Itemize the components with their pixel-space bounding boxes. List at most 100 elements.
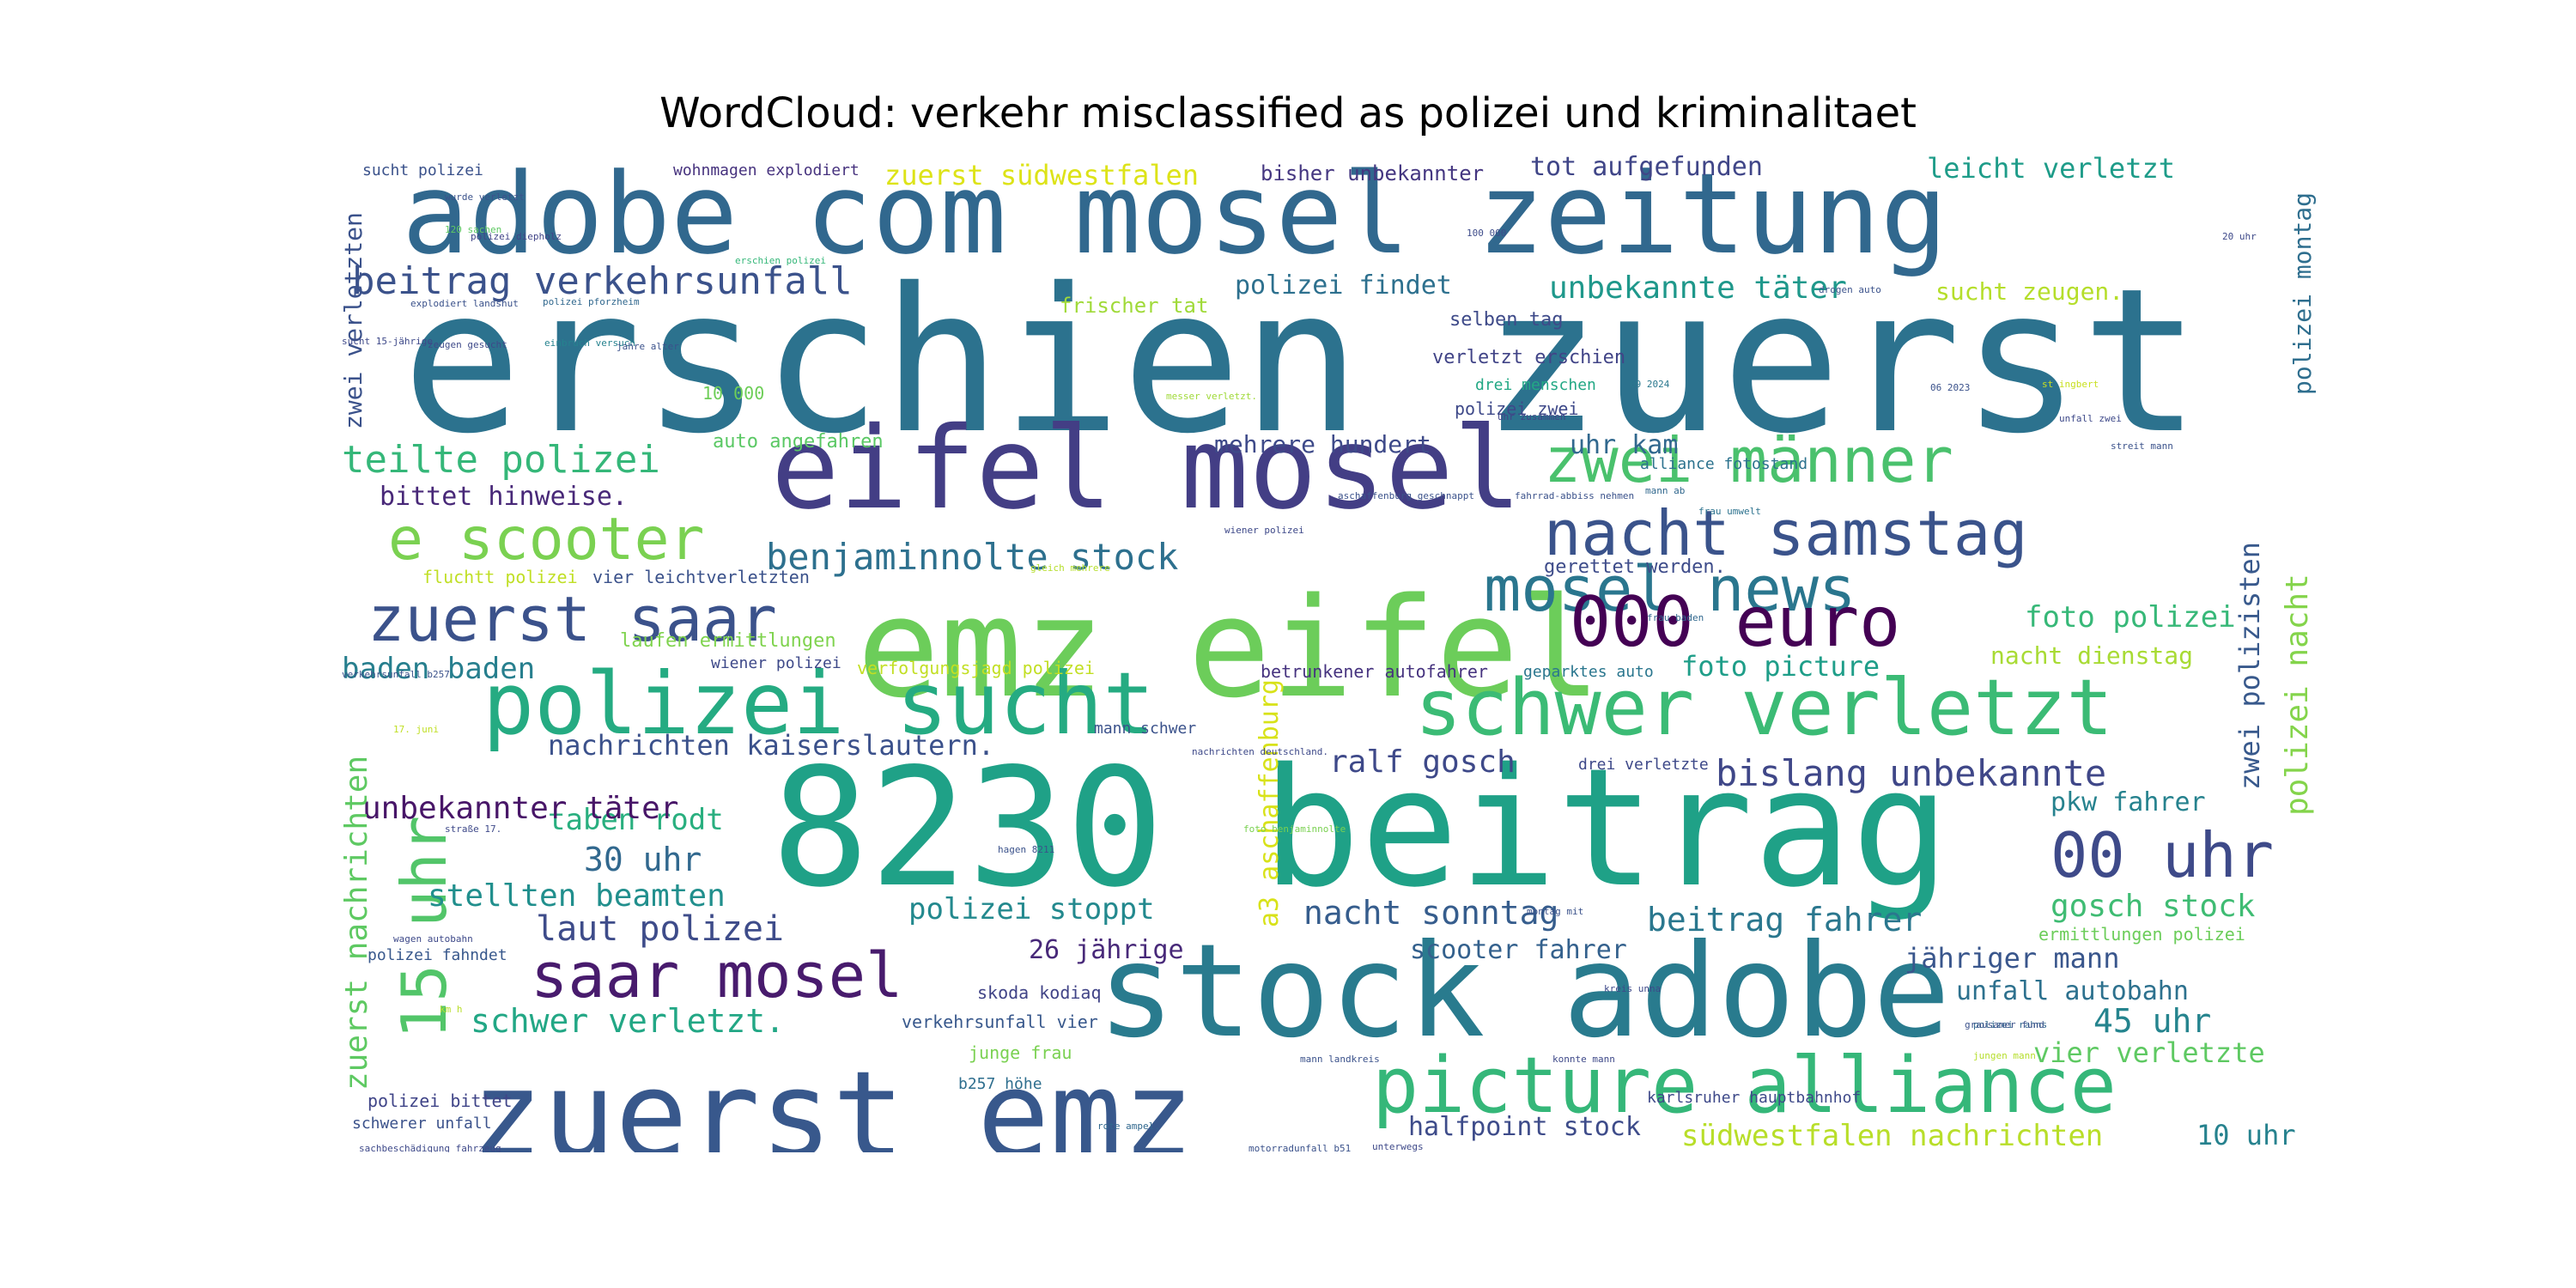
word-gerettet-werden: gerettet werden. xyxy=(1544,556,1726,578)
word-junge-frau: junge frau xyxy=(969,1042,1072,1063)
word-halfpoint-stock: halfpoint stock xyxy=(1408,1112,1641,1142)
word-schwer-verletzt: schwer verletzt. xyxy=(471,1002,786,1040)
word-17-juni: 17. juni xyxy=(393,724,439,735)
word-foto-picture: foto picture xyxy=(1681,650,1880,683)
word-polizei-fahndet: polizei fahndet xyxy=(368,946,507,964)
word-saar-mosel: saar mosel xyxy=(531,939,903,1012)
word-rote-ampel: rote ampel. xyxy=(1097,1121,1160,1132)
word-jungen-mann: jungen mann xyxy=(1973,1050,2036,1061)
word-45-uhr: 45 uhr xyxy=(2093,1002,2212,1040)
word-ermittlungen-polizei: ermittlungen polizei xyxy=(2038,924,2245,945)
word-beitrag-fahrer: beitrag fahrer xyxy=(1647,901,1923,939)
word-geparktes-auto: geparktes auto xyxy=(1523,663,1654,681)
word-uhr-zusammen: uhr zusammen xyxy=(1498,411,1566,422)
word-sucht-15-jährige: sucht 15-jährige xyxy=(342,336,433,347)
word-26-jährige: 26 jährige xyxy=(1029,935,1184,965)
word-polizei-rahns: polizei rahns xyxy=(1973,1019,2048,1030)
word-nachrichten-deutschland: nachrichten deutschland. xyxy=(1192,746,1328,757)
word-verkehrsunfall-b257: verkehrsunfall b257 xyxy=(342,669,450,680)
word-b257-höhe: b257 höhe xyxy=(958,1075,1042,1093)
word-8230-beitrag: 8230 beitrag xyxy=(771,733,1950,923)
word-vier-leichtverletzten: vier leichtverletzten xyxy=(592,567,810,587)
word-zwei-polizisten: zwei polizisten xyxy=(2233,542,2266,790)
word-frau-baden: frau baden xyxy=(1647,612,1704,623)
word-unfall-zwei: unfall zwei xyxy=(2059,413,2122,424)
word-gosch-stock: gosch stock xyxy=(2050,889,2256,924)
word-polizei-montag: polizei montag xyxy=(2288,191,2317,395)
word-foto-benjaminnolte: foto benjaminnolte xyxy=(1243,823,1346,835)
word-polizei-findet: polizei findet xyxy=(1235,270,1452,301)
word-wurde-verletzt: wurde verletzt xyxy=(445,191,525,203)
word-taben-rodt: taben rodt xyxy=(548,803,724,837)
word-polizei-pforzheim: polizei pforzheim xyxy=(543,296,640,307)
word-jahre-alter: jahre alter xyxy=(617,341,679,352)
word-ralf-gosch: ralf gosch xyxy=(1329,744,1516,780)
word-fahrrad-abbiss-nehmen: fahrrad-abbiss nehmen xyxy=(1515,490,1635,501)
word-wiener-polizei: wiener polizei xyxy=(711,654,841,672)
word-polizei-diepholz: polizei diepholz xyxy=(471,231,562,242)
word-zwei-männer: zwei männer xyxy=(1544,424,1953,496)
word-vier-verletzte: vier verletzte xyxy=(2033,1036,2265,1069)
word-wohnmagen-explodiert: wohnmagen explodiert xyxy=(673,161,860,179)
word-explodiert-landshut: explodiert landshut xyxy=(410,298,519,309)
word-erschien-polizei: erschien polizei xyxy=(735,255,826,266)
word-fluchtt-polizei: fluchtt polizei xyxy=(422,567,578,587)
word-schwerer-unfall: schwerer unfall xyxy=(352,1115,492,1133)
word-e-scooter: e scooter xyxy=(388,506,705,574)
word-frau-umwelt: frau umwelt xyxy=(1698,506,1761,517)
word-picture-alliance: picture alliance xyxy=(1372,1041,2117,1131)
word-drogen-auto: drogen auto xyxy=(1819,284,1881,295)
word-zeugen-gesucht: zeugen gesucht xyxy=(428,339,507,350)
word-hagen-8211: hagen 8211 xyxy=(998,844,1055,855)
word-a3-aschaffenburg: a3 aschaffenburg xyxy=(1255,679,1285,927)
word-unbekannte-täter: unbekannte täter xyxy=(1549,270,1847,306)
word-eifel-mosel: eifel mosel xyxy=(771,403,1522,535)
word-10-000: 10 000 xyxy=(702,383,765,404)
word-stock-adobe: stock adobe xyxy=(1097,917,1951,1066)
word-karlsruher-hauptbahnhof: karlsruher hauptbahnhof xyxy=(1647,1089,1862,1107)
word-stellten-beamten: stellten beamten xyxy=(428,878,726,914)
word-sucht-polizei: sucht polizei xyxy=(362,161,483,179)
word-sucht-zeugen: sucht zeugen. xyxy=(1935,277,2124,306)
word-adobe-com-mosel-zeitung: adobe com mosel zeitung xyxy=(402,155,1948,279)
word-emz-eifel: emz eifel xyxy=(857,568,1601,728)
word-selben-tag: selben tag xyxy=(1449,309,1564,331)
word-skoda-kodiaq: skoda kodiaq xyxy=(977,982,1102,1003)
word-wiener-polizei: wiener polizei xyxy=(1224,525,1304,536)
word-tot-aufgefunden: tot aufgefunden xyxy=(1530,155,1763,182)
word-baden-baden: baden baden xyxy=(342,652,536,686)
word-gleich-mehrere: gleich mehrere xyxy=(1030,562,1110,574)
word-mehrere-hundert: mehrere hundert xyxy=(1214,430,1431,459)
word-uhr-kam: uhr kam xyxy=(1570,430,1679,460)
word-000-euro: 000 euro xyxy=(1570,582,1901,662)
word-drei-menschen: drei menschen xyxy=(1475,376,1596,394)
word-frischer-tat: frischer tat xyxy=(1060,294,1209,318)
word-teilte-polizei: teilte polizei xyxy=(342,438,660,482)
word-kreis-unna: kreis unna xyxy=(1604,983,1662,994)
word-09-2024: 09 2024 xyxy=(1630,379,1670,390)
word-unfall-autobahn: unfall autobahn xyxy=(1956,976,2189,1006)
word-erschien-zuerst: erschien zuerst xyxy=(402,246,2202,477)
word-nacht-samstag: nacht samstag xyxy=(1544,497,2028,569)
word-unterwegs: unterwegs xyxy=(1372,1141,1424,1152)
word-mann-ab: mann ab xyxy=(1645,485,1686,496)
word-laufen-ermittlungen: laufen ermittlungen xyxy=(620,630,836,652)
word-messer-verletzt: messer verletzt. xyxy=(1166,391,1257,402)
word-schwer-verletzt: schwer verletzt xyxy=(1415,663,2113,753)
word-sachbeschädigung-fahrzeug: sachbeschädigung fahrzeug xyxy=(359,1143,501,1152)
word-nacht-sonntag: nacht sonntag xyxy=(1303,894,1559,932)
word-verkehrsunfall-vier: verkehrsunfall vier xyxy=(902,1012,1098,1032)
word-nachrichten-kaiserslautern: nachrichten kaiserslautern. xyxy=(548,729,995,762)
word-km-h: km h xyxy=(440,1004,463,1015)
word-südwestfalen-nachrichten: südwestfalen nachrichten xyxy=(1681,1119,2104,1152)
word-einbruch-versuch: einbruch versuch xyxy=(544,337,635,349)
word-nacht-dienstag: nacht dienstag xyxy=(1990,641,2194,670)
word-bislang-unbekannte: bislang unbekannte xyxy=(1716,752,2107,794)
word-30-uhr: 30 uhr xyxy=(584,841,702,878)
word-polizei-sucht: polizei sucht xyxy=(483,653,1155,754)
word-streit-mann: streit mann xyxy=(2111,440,2173,452)
word-zuerst-nachrichten: zuerst nachrichten xyxy=(342,755,374,1091)
word-aschaffenburg-geschnappt: aschaffenburg geschnappt xyxy=(1338,490,1474,501)
word-straße-17: straße 17. xyxy=(445,823,502,835)
